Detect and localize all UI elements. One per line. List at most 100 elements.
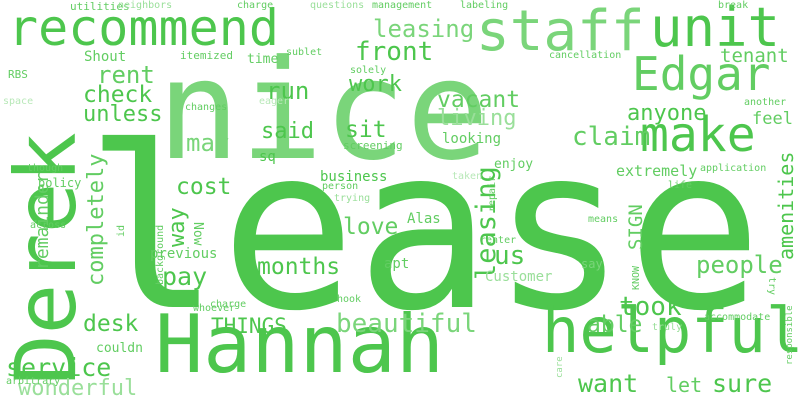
word-care: care	[555, 356, 565, 378]
word-completely: completely	[84, 153, 109, 286]
word-say: say	[581, 257, 603, 271]
word-labeling: labeling	[460, 0, 509, 11]
word-service: service	[6, 353, 112, 382]
word-cost: cost	[176, 174, 232, 200]
word-another: another	[744, 97, 787, 108]
word-enjoy: enjoy	[494, 157, 534, 172]
word-means: means	[588, 214, 619, 225]
word-rent: rent	[97, 61, 155, 89]
word-space: space	[3, 96, 34, 107]
word-business: business	[320, 169, 388, 185]
word-things: THINGS	[211, 314, 287, 338]
word-staff: staff	[476, 0, 645, 64]
word-previous: previous	[150, 246, 218, 262]
word-solely: solely	[350, 65, 387, 76]
word-make: make	[640, 107, 756, 163]
word-took: took	[619, 292, 682, 322]
word-work: work	[349, 72, 402, 97]
word-whoever: whoever	[193, 303, 236, 314]
word-lease: lease	[85, 99, 763, 361]
word-across: across	[30, 220, 67, 231]
word-customer: Customer	[485, 269, 553, 285]
word-front: front	[355, 37, 434, 67]
word-sign: SIGN	[625, 204, 647, 250]
word-people: people	[696, 251, 783, 279]
word-truly: truly	[652, 322, 683, 333]
word-sure: sure	[712, 369, 773, 398]
word-feel: feel	[752, 109, 793, 129]
word-life: life	[668, 180, 693, 191]
word-alas: Alas	[407, 211, 441, 227]
word-love: love	[343, 214, 399, 240]
word-management: management	[372, 0, 433, 11]
word-us: us	[494, 241, 526, 271]
word-person: person	[322, 181, 359, 192]
word-wonderful: wonderful	[18, 376, 138, 400]
word-check: check	[83, 82, 153, 108]
word-recommend: recommend	[8, 0, 279, 57]
word-claim: claim	[572, 122, 651, 152]
word-extremely: extremely	[616, 162, 698, 180]
word-helpful: helpful	[542, 294, 800, 367]
word-amenities: amenities	[774, 151, 798, 260]
word-know: KNOW	[631, 265, 642, 290]
word-changes: changes	[185, 102, 228, 113]
word-sit: sit	[345, 117, 387, 143]
word-tenant: tenant	[720, 45, 789, 67]
word-sq: sq	[259, 149, 276, 165]
word-now: Now	[190, 222, 205, 246]
word-desk: desk	[83, 311, 139, 337]
word-sublet: sublet	[286, 47, 323, 58]
word-apt: apt	[384, 256, 410, 272]
word-time: time	[247, 52, 279, 67]
word-said: said	[261, 119, 314, 144]
word-looking: looking	[442, 131, 502, 147]
word-vacant: vacant	[437, 87, 521, 113]
word-beautiful: beautiful	[336, 309, 477, 339]
word-may: may	[186, 129, 230, 157]
word-able: able	[587, 312, 643, 338]
word-break: break	[718, 0, 749, 11]
word-repair: repair	[487, 175, 498, 212]
word-months: months	[257, 254, 341, 280]
word-questions: questions	[310, 0, 365, 11]
word-living: living	[437, 106, 517, 131]
word-charge-mid: charge	[210, 299, 247, 310]
word-application: application	[700, 163, 767, 174]
word-way: way	[165, 207, 190, 247]
word-policy: policy	[38, 176, 82, 190]
word-arbitrary: arbitrary	[6, 376, 61, 387]
word-shout: Shout	[84, 49, 127, 65]
word-leasing-top: leasing	[373, 15, 475, 43]
word-rbs: RBS	[8, 68, 28, 81]
word-neighbors: neighbors	[118, 0, 173, 11]
word-couldnt: couldn	[96, 341, 143, 356]
word-eager: eager	[259, 96, 290, 107]
word-edgar: Edgar	[632, 47, 771, 101]
word-id: id	[116, 224, 127, 237]
word-let: let	[666, 373, 703, 397]
word-run: run	[266, 77, 310, 105]
word-responsible: responsible	[785, 305, 795, 365]
word-hannah: Hannah	[155, 298, 444, 391]
word-trying: trying	[334, 193, 371, 204]
word-background: background	[155, 224, 166, 285]
word-though: though	[27, 163, 64, 174]
word-taken: taken	[452, 171, 483, 182]
word-nice: nice	[157, 30, 490, 191]
word-charge-top: charge	[237, 0, 274, 11]
word-unless: unless	[83, 102, 163, 127]
word-accommodate: accommodate	[704, 312, 771, 323]
word-cancellation: cancellation	[549, 50, 622, 61]
word-unit: unit	[650, 0, 781, 59]
word-renter: renter	[480, 235, 517, 246]
word-anyone: anyone	[627, 101, 707, 126]
word-screening: screening	[343, 139, 403, 152]
word-try: try	[766, 277, 777, 296]
word-hook: hook	[337, 294, 362, 305]
word-itemized: itemized	[180, 49, 233, 62]
word-utilities: utilities	[70, 0, 130, 13]
word-pay: pay	[162, 262, 208, 291]
word-want: want	[578, 369, 639, 398]
